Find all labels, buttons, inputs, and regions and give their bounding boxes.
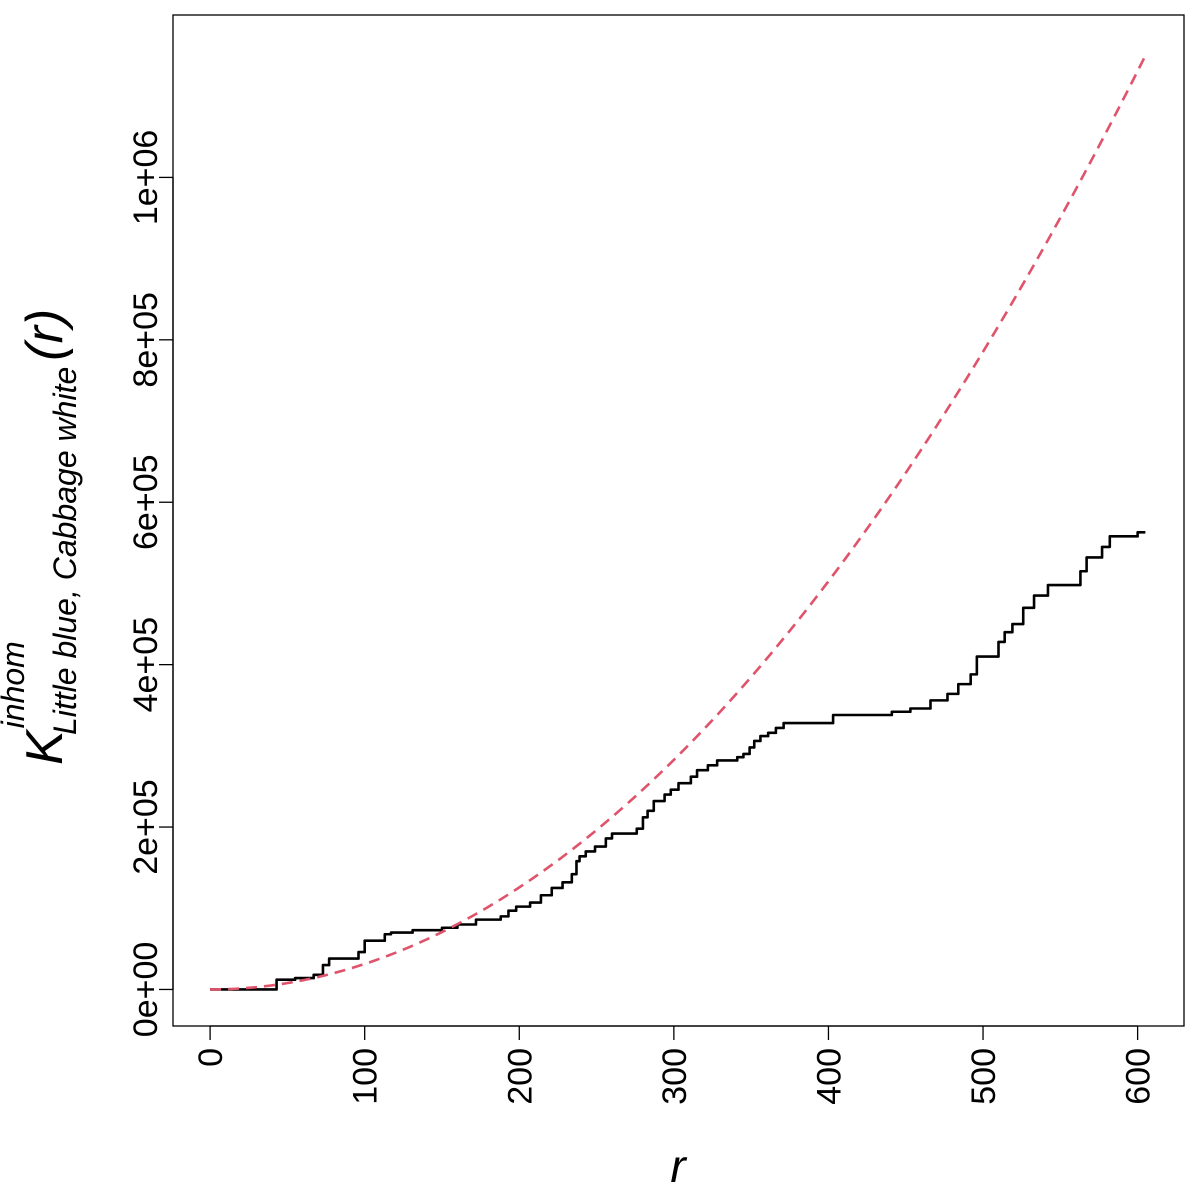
y-axis-title-subscript: Little blue, Cabbage white [47,367,83,735]
x-axis-title: r [670,1140,687,1192]
series-line-observed [210,530,1146,991]
series-line-theoretical [210,55,1147,991]
y-axis-title-superscript: inhom [0,641,31,728]
x-tick-label: 500 [965,1048,1003,1105]
x-tick-label: 200 [501,1048,539,1105]
x-tick-label: 600 [1120,1048,1158,1105]
y-axis-title-main: K [16,728,74,765]
y-tick-label: 1e+06 [127,130,165,226]
x-tick-label: 100 [347,1048,385,1105]
y-tick-label: 0e+00 [127,942,165,1037]
x-tick-label: 400 [810,1048,848,1105]
plot-frame [172,14,1185,1027]
y-tick-label: 4e+05 [127,617,165,713]
x-tick-label: 300 [656,1048,694,1105]
y-axis-title-argument: (r) [16,309,74,361]
y-axis-title: Kinhom Little blue, Cabbage white (r) [0,309,83,765]
x-axis: 0 100 200 300 400 500 600 [192,1025,1158,1105]
y-tick-label: 6e+05 [127,454,165,549]
y-tick-label: 8e+05 [127,292,165,388]
y-tick-label: 2e+05 [127,779,165,875]
y-axis: 0e+00 2e+05 4e+05 6e+05 8e+05 1e+06 [127,130,174,1037]
x-tick-label: 0 [192,1048,230,1067]
series-layer [210,55,1147,991]
